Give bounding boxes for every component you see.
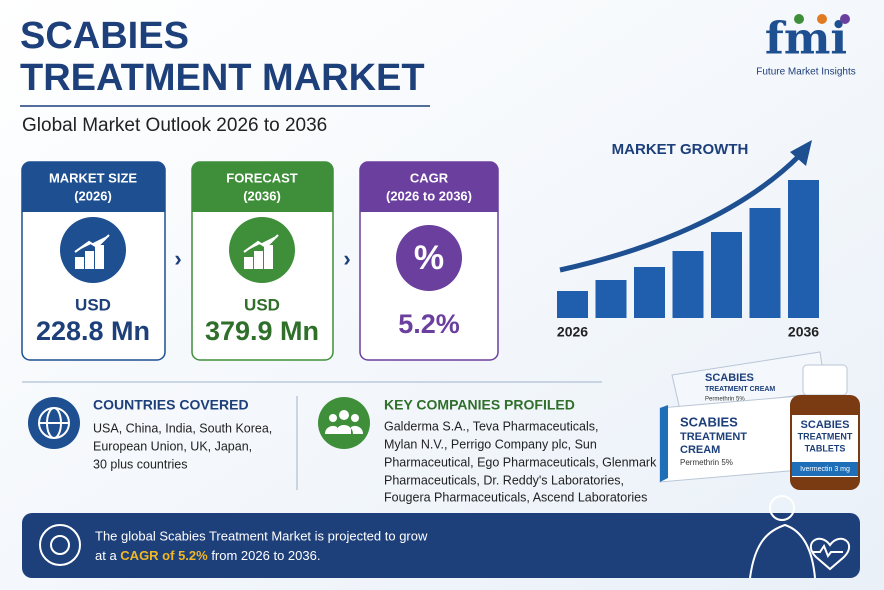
- product-text: Ivermectin 3 mg: [800, 466, 850, 473]
- heart-icon: [809, 537, 851, 571]
- growth-arrow: [559, 153, 802, 273]
- logo-dot: [817, 14, 827, 24]
- card-period: (2026 to 2036): [386, 188, 472, 203]
- product-text: SCABIES: [680, 414, 738, 429]
- people-icon: [318, 397, 370, 449]
- logo-mark: fmi: [765, 14, 847, 65]
- card-period: (2026): [74, 188, 112, 203]
- card-value: 379.9 Mn: [205, 316, 319, 346]
- bar: [749, 208, 781, 318]
- product-text: CREAM: [680, 444, 720, 456]
- product-text: TREATMENT: [798, 431, 853, 441]
- arrow: ›: [174, 246, 181, 271]
- person-outline: [749, 523, 816, 579]
- bar: [634, 267, 665, 318]
- product-bottle: SCABIES TREATMENT TABLETS Ivermectin 3 m…: [790, 364, 860, 490]
- product-text: SCABIES: [705, 372, 754, 384]
- card: MARKET SIZE (2026) USD 228.8 Mn: [21, 161, 166, 361]
- logo-dot: [794, 14, 804, 24]
- logo-name: Future Market Insights: [756, 67, 855, 78]
- chart-title: MARKET GROWTH: [612, 141, 749, 158]
- footer-text: The global Scabies Treatment Market is p…: [95, 528, 428, 543]
- section-line: Galderma S.A., Teva Pharmaceuticals,: [384, 419, 598, 433]
- card-heading: FORECAST: [226, 170, 298, 185]
- card-heading: MARKET SIZE: [49, 170, 137, 185]
- footer-band: [22, 513, 860, 578]
- title: SCABIES: [20, 15, 189, 57]
- product-text: TREATMENT CREAM: [705, 386, 775, 393]
- title: TREATMENT MARKET: [20, 57, 425, 99]
- card-value: 5.2%: [398, 309, 460, 339]
- growth-arrow-head: [790, 140, 812, 166]
- people-shapes: [324, 410, 364, 434]
- arrow: ›: [343, 246, 350, 271]
- card: CAGR (2026 to 2036) % 5.2%: [359, 161, 499, 361]
- section-line: European Union, UK, Japan,: [93, 439, 252, 453]
- product-text: SCABIES: [801, 419, 850, 431]
- product-text: Permethrin 5%: [680, 458, 733, 467]
- card-value: 228.8 Mn: [36, 316, 150, 346]
- product-text: TABLETS: [805, 443, 846, 453]
- section-line: 30 plus countries: [93, 457, 188, 471]
- product-text: Permethrin 5%: [705, 397, 745, 403]
- bar: [788, 180, 819, 318]
- target-icon: [39, 524, 81, 566]
- card-prefix: USD: [244, 295, 280, 314]
- card-period: (2036): [243, 188, 281, 203]
- footer-text: at a: [95, 548, 120, 563]
- section-heading: KEY COMPANIES PROFILED: [384, 397, 575, 413]
- footer-text: at a CAGR of 5.2% from 2026 to 2036.: [95, 548, 320, 563]
- card-heading: CAGR: [410, 170, 449, 185]
- bar: [672, 251, 704, 318]
- footer-highlight: CAGR of 5.2%: [120, 548, 208, 563]
- x-tick-label: 2036: [788, 324, 819, 340]
- section-line: Mylan N.V., Perrigo Company plc, Sun: [384, 437, 597, 451]
- x-tick-label: 2026: [557, 324, 588, 340]
- globe-lines: [38, 407, 70, 439]
- card-prefix: USD: [75, 295, 111, 314]
- person-outline: [769, 495, 795, 521]
- card: FORECAST (2036) USD 379.9 Mn: [191, 161, 334, 361]
- section-heading: COUNTRIES COVERED: [93, 397, 249, 413]
- product-tube: SCABIES TREATMENT CREAM Permethrin 5%: [671, 351, 827, 411]
- subtitle: Global Market Outlook 2026 to 2036: [22, 115, 327, 136]
- logo-dot: [840, 14, 850, 24]
- target-icon: [50, 535, 70, 555]
- footer-text: from 2026 to 2036.: [208, 548, 321, 563]
- bar: [557, 291, 588, 318]
- chart: 2026 2036: [557, 180, 819, 340]
- section-line: Pharmaceutical, Ego Pharmaceuticals, Gle…: [384, 455, 657, 469]
- section-line: Pharmaceuticals, Dr. Reddy's Laboratorie…: [384, 473, 624, 487]
- product-text: TREATMENT: [680, 431, 747, 443]
- section-line: USA, China, India, South Korea,: [93, 421, 272, 435]
- bar: [711, 232, 742, 318]
- card-icon: %: [414, 239, 444, 277]
- section-line: Fougera Pharmaceuticals, Ascend Laborato…: [384, 490, 647, 504]
- bar: [595, 280, 627, 318]
- product-box: SCABIES TREATMENT CREAM Permethrin 5%: [659, 395, 801, 483]
